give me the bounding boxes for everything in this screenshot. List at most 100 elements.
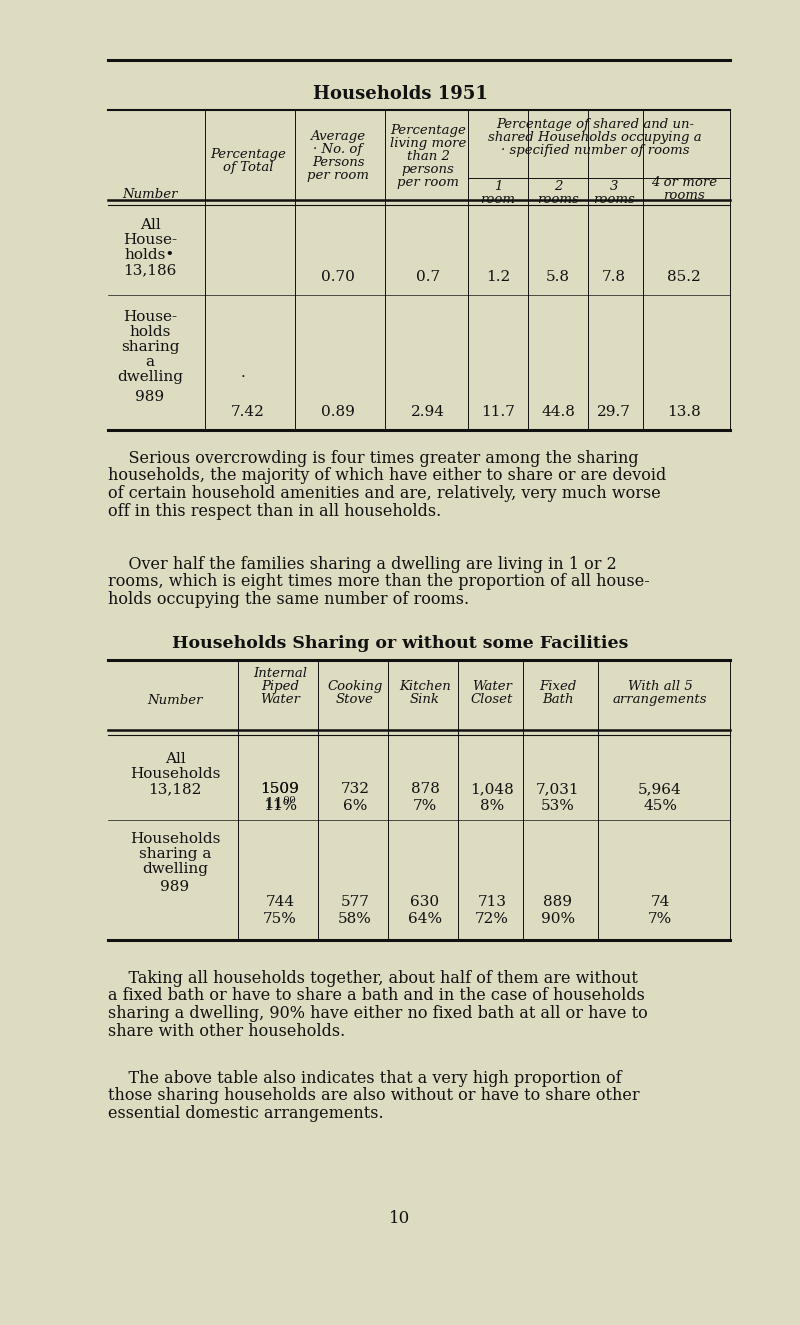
Text: The above table also indicates that a very high proportion of: The above table also indicates that a ve…: [108, 1071, 622, 1086]
Text: dwelling: dwelling: [142, 863, 208, 876]
Text: 630: 630: [410, 894, 439, 909]
Text: 878: 878: [410, 782, 439, 796]
Text: 64%: 64%: [408, 912, 442, 926]
Text: of Total: of Total: [222, 162, 274, 174]
Text: per room: per room: [397, 176, 459, 189]
Text: 0.7: 0.7: [416, 270, 440, 284]
Text: rooms: rooms: [593, 193, 635, 205]
Text: Water: Water: [260, 693, 300, 706]
Text: 1: 1: [494, 180, 502, 193]
Text: Households: Households: [130, 767, 220, 780]
Text: 577: 577: [341, 894, 370, 909]
Text: Stove: Stove: [336, 693, 374, 706]
Text: Households: Households: [130, 832, 220, 845]
Text: 744: 744: [266, 894, 294, 909]
Text: holds•: holds•: [125, 248, 175, 262]
Text: 74: 74: [650, 894, 670, 909]
Text: 11%: 11%: [263, 799, 297, 814]
Text: Piped: Piped: [261, 680, 299, 693]
Text: House-: House-: [123, 310, 177, 325]
Text: 7.8: 7.8: [602, 270, 626, 284]
Text: 44.8: 44.8: [541, 405, 575, 419]
Text: 7%: 7%: [648, 912, 672, 926]
Text: With all 5: With all 5: [628, 680, 692, 693]
Text: 29.7: 29.7: [597, 405, 631, 419]
Text: Households Sharing or without some Facilities: Households Sharing or without some Facil…: [172, 635, 628, 652]
Text: 889: 889: [543, 894, 573, 909]
Text: House-: House-: [123, 233, 177, 246]
Text: persons: persons: [402, 163, 454, 176]
Text: rooms: rooms: [663, 189, 705, 201]
Text: 45%: 45%: [643, 799, 677, 814]
Text: 4 or more: 4 or more: [651, 176, 717, 189]
Text: All: All: [165, 753, 186, 766]
Text: Internal: Internal: [253, 666, 307, 680]
Text: Number: Number: [122, 188, 178, 201]
Text: Closet: Closet: [471, 693, 513, 706]
Text: 0.70: 0.70: [321, 270, 355, 284]
Text: living more: living more: [390, 136, 466, 150]
Text: 7,031: 7,031: [536, 782, 580, 796]
Text: households, the majority of which have either to share or are devoid: households, the majority of which have e…: [108, 468, 666, 485]
Text: 13.8: 13.8: [667, 405, 701, 419]
Text: of certain household amenities and are, relatively, very much worse: of certain household amenities and are, …: [108, 485, 661, 502]
Text: All: All: [140, 219, 160, 232]
Text: 58%: 58%: [338, 912, 372, 926]
Text: Over half the families sharing a dwelling are living in 1 or 2: Over half the families sharing a dwellin…: [108, 556, 617, 572]
Text: 1509: 1509: [261, 782, 299, 796]
Text: 6%: 6%: [343, 799, 367, 814]
Text: Number: Number: [147, 694, 202, 708]
Text: 2.94: 2.94: [411, 405, 445, 419]
Text: 5,964: 5,964: [638, 782, 682, 796]
Text: Percentage: Percentage: [210, 148, 286, 162]
Text: 3: 3: [610, 180, 618, 193]
Text: 0.89: 0.89: [321, 405, 355, 419]
Text: essential domestic arrangements.: essential domestic arrangements.: [108, 1105, 384, 1122]
Text: 713: 713: [478, 894, 506, 909]
Text: Cooking: Cooking: [327, 680, 382, 693]
Text: sharing a dwelling, 90% have either no fixed bath at all or have to: sharing a dwelling, 90% have either no f…: [108, 1004, 648, 1022]
Text: dwelling: dwelling: [117, 370, 183, 384]
Text: 72%: 72%: [475, 912, 509, 926]
Text: than 2: than 2: [406, 150, 450, 163]
Text: 13,186: 13,186: [123, 262, 177, 277]
Text: 75%: 75%: [263, 912, 297, 926]
Text: 1.2: 1.2: [486, 270, 510, 284]
Text: Fixed: Fixed: [539, 680, 577, 693]
Text: a fixed bath or have to share a bath and in the case of households: a fixed bath or have to share a bath and…: [108, 987, 645, 1004]
Text: 8%: 8%: [480, 799, 504, 814]
Text: arrangements: arrangements: [613, 693, 707, 706]
Text: 11.7: 11.7: [481, 405, 515, 419]
Text: 10: 10: [390, 1210, 410, 1227]
Text: per room: per room: [307, 170, 369, 182]
Text: 7%: 7%: [413, 799, 437, 814]
Text: Kitchen: Kitchen: [399, 680, 451, 693]
Text: 90%: 90%: [541, 912, 575, 926]
Text: 989: 989: [135, 390, 165, 404]
Text: · specified number of rooms: · specified number of rooms: [501, 144, 690, 156]
Text: 2: 2: [554, 180, 562, 193]
Text: holds: holds: [130, 325, 170, 339]
Text: Persons: Persons: [312, 156, 364, 170]
Text: off in this respect than in all households.: off in this respect than in all househol…: [108, 502, 442, 519]
Text: 5.8: 5.8: [546, 270, 570, 284]
Text: Average: Average: [310, 130, 366, 143]
Text: Serious overcrowding is four times greater among the sharing: Serious overcrowding is four times great…: [108, 451, 638, 466]
Text: ·: ·: [241, 370, 246, 384]
Text: · No. of: · No. of: [314, 143, 362, 156]
Text: 85.2: 85.2: [667, 270, 701, 284]
Text: a: a: [146, 355, 154, 368]
Text: 1509: 1509: [261, 782, 299, 796]
Text: rooms, which is eight times more than the proportion of all house-: rooms, which is eight times more than th…: [108, 574, 650, 591]
Text: 7.42: 7.42: [231, 405, 265, 419]
Text: Bath: Bath: [542, 693, 574, 706]
Text: Percentage of shared and un-: Percentage of shared and un-: [496, 118, 694, 131]
Text: Taking all households together, about half of them are without: Taking all households together, about ha…: [108, 970, 638, 987]
Text: Households 1951: Households 1951: [313, 85, 487, 103]
Text: 732: 732: [341, 782, 370, 796]
Text: 53%: 53%: [541, 799, 575, 814]
Text: Water: Water: [472, 680, 512, 693]
Text: 13,182: 13,182: [148, 782, 202, 796]
Text: sharing a: sharing a: [139, 847, 211, 861]
Text: Sink: Sink: [410, 693, 440, 706]
